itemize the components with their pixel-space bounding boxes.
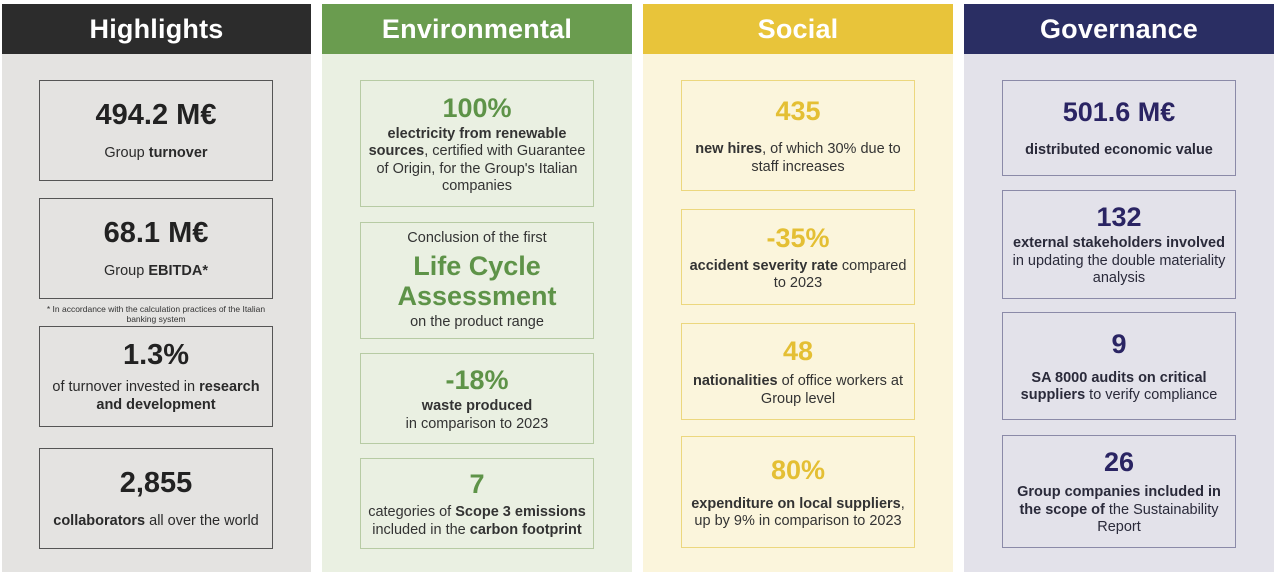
card-value: 80% xyxy=(770,454,826,485)
env-card-lca: Conclusion of the first Life Cycle Asses… xyxy=(360,222,594,339)
card-value: 2,855 xyxy=(119,466,193,499)
card-value: 494.2 M€ xyxy=(95,98,217,131)
card-text: expenditure on local suppliers, up by 9%… xyxy=(691,495,905,530)
card-text: electricity from renewable sources, cert… xyxy=(368,125,586,195)
environmental-header: Environmental xyxy=(322,4,632,54)
card-text: collaborators all over the world xyxy=(53,512,259,529)
highlights-header: Highlights xyxy=(2,4,311,54)
card-value: 501.6 M€ xyxy=(1062,97,1176,128)
footnote: * In accordance with the calculation pra… xyxy=(46,304,266,324)
card-value: 132 xyxy=(1096,202,1142,233)
highlights-body: 494.2 M€ Group turnover 68.1 M€ Group EB… xyxy=(2,54,311,572)
governance-body: 501.6 M€ distributed economic value 132 … xyxy=(964,54,1274,572)
card-value: 435 xyxy=(775,96,821,126)
environmental-body: 100% electricity from renewable sources,… xyxy=(322,54,632,572)
card-value: 100% xyxy=(442,92,512,123)
card-text: nationalities of office workers at Group… xyxy=(692,373,904,407)
card-text: Group EBITDA* xyxy=(104,262,208,279)
card-post-text: on the product range xyxy=(410,313,544,330)
card-text: Group turnover xyxy=(104,144,208,161)
highlight-card-turnover: 494.2 M€ Group turnover xyxy=(39,80,273,181)
gov-card-stakeholders: 132 external stakeholders involved in up… xyxy=(1002,190,1236,299)
gov-card-audits: 9 SA 8000 audits on critical suppliers t… xyxy=(1002,312,1236,420)
social-column: Social 435 new hires, of which 30% due t… xyxy=(643,4,953,572)
card-text: new hires, of which 30% due to staff inc… xyxy=(695,141,901,175)
env-card-renewable: 100% electricity from renewable sources,… xyxy=(360,80,594,207)
environmental-column: Environmental 100% electricity from rene… xyxy=(322,4,632,572)
card-value: 7 xyxy=(469,469,485,499)
card-value: Life Cycle Assessment xyxy=(397,250,557,311)
governance-column: Governance 501.6 M€ distributed economic… xyxy=(964,4,1274,572)
card-text: external stakeholders involved in updati… xyxy=(1012,235,1226,287)
social-card-accident: -35% accident severity rate compared to … xyxy=(681,209,915,305)
highlight-card-collaborators: 2,855 collaborators all over the world xyxy=(39,448,273,549)
card-value: 26 xyxy=(1103,447,1135,478)
card-value: 48 xyxy=(782,336,814,366)
env-card-scope3: 7 categories of Scope 3 emissions includ… xyxy=(360,458,594,549)
card-value: 1.3% xyxy=(122,339,190,371)
card-text: of turnover invested in research and dev… xyxy=(52,379,260,413)
social-header: Social xyxy=(643,4,953,54)
social-body: 435 new hires, of which 30% due to staff… xyxy=(643,54,953,572)
social-card-suppliers: 80% expenditure on local suppliers, up b… xyxy=(681,436,915,548)
social-card-nationalities: 48 nationalities of office workers at Gr… xyxy=(681,323,915,420)
card-value: -35% xyxy=(766,222,830,253)
env-card-waste: -18% waste produced in comparison to 202… xyxy=(360,353,594,444)
card-text: in comparison to 2023 xyxy=(405,415,549,432)
card-text: SA 8000 audits on critical suppliers to … xyxy=(1020,369,1218,404)
highlights-column: Highlights 494.2 M€ Group turnover 68.1 … xyxy=(2,4,311,572)
card-text-bold: waste produced xyxy=(421,398,533,414)
card-text: categories of Scope 3 emissions included… xyxy=(368,504,586,538)
highlight-card-rnd: 1.3% of turnover invested in research an… xyxy=(39,326,273,427)
card-value: 68.1 M€ xyxy=(103,216,209,249)
gov-card-companies: 26 Group companies included in the scope… xyxy=(1002,435,1236,548)
governance-header: Governance xyxy=(964,4,1274,54)
card-value: -18% xyxy=(445,365,509,395)
card-pre-text: Conclusion of the first xyxy=(407,230,547,246)
card-text: distributed economic value xyxy=(1025,142,1213,159)
highlight-card-ebitda: 68.1 M€ Group EBITDA* xyxy=(39,198,273,299)
card-value: 9 xyxy=(1111,328,1127,359)
gov-card-economic-value: 501.6 M€ distributed economic value xyxy=(1002,80,1236,176)
card-text: accident severity rate compared to 2023 xyxy=(689,257,907,292)
social-card-hires: 435 new hires, of which 30% due to staff… xyxy=(681,80,915,191)
card-text: Group companies included in the scope of… xyxy=(1017,484,1221,536)
